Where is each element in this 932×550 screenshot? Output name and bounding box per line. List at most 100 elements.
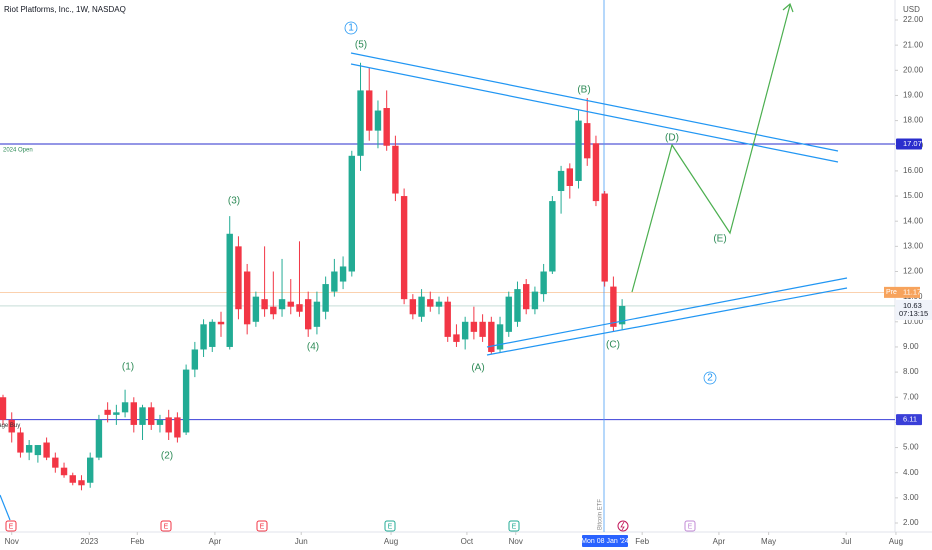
wave-label: (A): [471, 363, 484, 374]
candle-body: [95, 419, 103, 458]
crosshair-tag: [582, 535, 628, 547]
wave-circle: [344, 21, 358, 35]
vertical-note: Bitcoin ETF: [598, 499, 604, 530]
trendline: [486, 277, 848, 348]
x-tick-label: Nov: [5, 537, 19, 546]
candle-body: [618, 305, 626, 325]
candle-body: [540, 271, 547, 295]
currency: USD: [903, 5, 920, 14]
y-tick-label: 7.00: [903, 392, 919, 401]
candle-body: [348, 155, 355, 272]
candle-body: [514, 289, 521, 322]
lightning: [620, 521, 625, 531]
wave-label: (2): [161, 451, 173, 462]
candle-body: [278, 299, 286, 310]
event-icon: [384, 520, 396, 532]
candle-body: [217, 321, 225, 325]
candle-body: [305, 299, 312, 330]
arrow-head: [782, 2, 794, 13]
y-tick-label: 8.00: [903, 367, 919, 376]
y-tick-label: 9.00: [903, 342, 919, 351]
drawings: [0, 2, 848, 521]
event-icon: [160, 520, 172, 532]
candle-body: [409, 299, 417, 315]
wave-label: (E): [713, 234, 726, 245]
candle-body: [287, 301, 294, 307]
event-label: E: [512, 523, 517, 530]
candle-body: [261, 299, 268, 310]
dividend-icon: [617, 520, 629, 532]
wave-label: (B): [577, 85, 590, 96]
level-name: 2024 Open: [3, 148, 33, 154]
candle-body: [479, 321, 486, 337]
event-icon: [256, 520, 268, 532]
pre-tag: [884, 286, 920, 298]
y-tick-label: 18.00: [903, 116, 924, 125]
y-tick-label: 13.00: [903, 241, 924, 250]
x-tick-label: Oct: [461, 537, 474, 546]
candle-body: [374, 110, 382, 131]
pre-value: 11.17: [903, 287, 921, 296]
candle-body: [34, 445, 42, 456]
wave-label: (D): [665, 133, 679, 144]
wave-label: (5): [355, 40, 367, 51]
candle-body: [313, 301, 321, 327]
wave-path: [631, 4, 791, 293]
candle-body: [200, 324, 207, 350]
candle-body: [139, 407, 146, 425]
wave-circle: [703, 371, 717, 385]
candle-body: [366, 90, 373, 131]
last-value: 10.63: [903, 301, 922, 310]
candle-body: [444, 301, 451, 337]
wave-label: 2: [707, 373, 713, 384]
y-tick-label: 3.00: [903, 493, 919, 502]
y-tick-label: 12.00: [903, 267, 924, 276]
y-tick-label: 15.00: [903, 191, 924, 200]
candle-body: [235, 246, 242, 310]
candle-body: [575, 120, 582, 181]
candle-body: [584, 123, 591, 159]
candle-body: [557, 170, 565, 192]
x-tick-label: Aug: [889, 537, 903, 546]
wave-label: (3): [228, 196, 240, 207]
x-tick-label: Aug: [384, 537, 398, 546]
wave-label: (C): [606, 340, 620, 351]
candle-body: [8, 419, 15, 433]
y-tick-label: 19.00: [903, 91, 924, 100]
candle-body: [209, 321, 216, 347]
event-icon: [508, 520, 520, 532]
candle-body: [113, 412, 120, 415]
candle-body: [400, 196, 408, 300]
trendline: [350, 63, 839, 163]
y-tick-label: 16.00: [903, 166, 924, 175]
candle-body: [339, 266, 347, 282]
candle-body: [357, 90, 364, 156]
crosshair-label: Mon 08 Jan '24: [581, 538, 629, 545]
candle-body: [121, 402, 129, 413]
candle-body: [252, 296, 260, 322]
candle-body: [174, 417, 181, 438]
event-label: E: [688, 523, 693, 530]
candle-body: [523, 284, 530, 310]
candle-body: [461, 321, 469, 340]
y-tick-label: 20.00: [903, 65, 924, 74]
candle-body: [470, 321, 478, 332]
event-label: E: [9, 523, 14, 530]
candle-body: [435, 301, 443, 307]
candle-body: [488, 321, 495, 352]
candle-body: [78, 480, 85, 486]
candle-body: [52, 457, 59, 468]
level-name: Average Buy: [0, 423, 20, 429]
candle-body: [69, 475, 76, 483]
candle-body: [43, 442, 50, 458]
price-tag-label: 17.07: [903, 139, 922, 148]
candle-body: [392, 145, 399, 194]
candle-body: [296, 304, 303, 312]
x-tick-label: 2023: [80, 537, 98, 546]
candle-body: [610, 286, 617, 327]
candle-body: [322, 284, 329, 312]
pre-name: Pre: [886, 289, 897, 296]
candle-body: [156, 419, 164, 425]
